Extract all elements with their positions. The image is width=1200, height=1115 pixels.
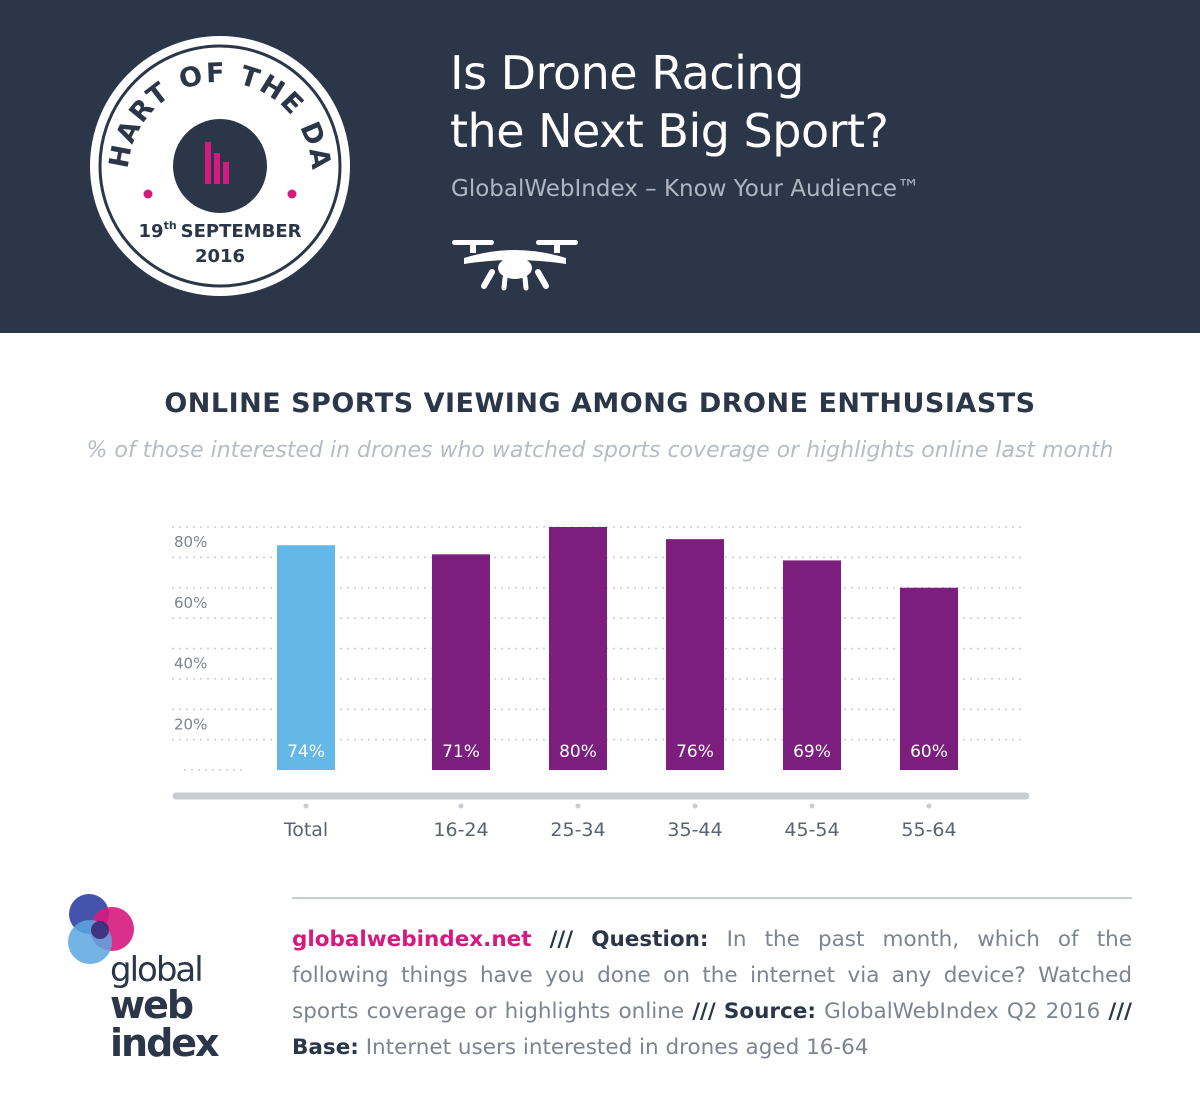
bar — [277, 545, 335, 770]
drone-icon — [452, 240, 578, 291]
x-tick — [809, 803, 815, 809]
logo-word-3: index — [110, 1021, 219, 1065]
question-text: In the past month, which of the followin… — [292, 927, 1132, 1024]
y-tick-label: 60% — [174, 594, 207, 612]
site-link[interactable]: globalwebindex.net — [292, 927, 532, 952]
bar-chart: 20% 40% 60% 80% 74% 71% 80% 76% 69% 60% Total 16-24… — [172, 526, 1030, 841]
x-tick-label: 25-34 — [550, 819, 605, 841]
x-tick-label: Total — [283, 819, 328, 841]
x-tick — [575, 803, 581, 809]
bar — [783, 560, 841, 770]
x-tick — [926, 803, 932, 809]
logo-word-1: global — [110, 950, 202, 990]
bar — [432, 554, 490, 770]
footer-divider — [292, 897, 1132, 899]
chart-subtitle: % of those interested in drones who watc… — [86, 438, 1114, 463]
badge-dot-left — [143, 189, 153, 199]
source-text: GlobalWebIndex Q2 2016 — [824, 999, 1101, 1024]
bar-value-label: 76% — [676, 742, 714, 762]
badge-year: 2016 — [195, 246, 245, 267]
bar-value-label: 69% — [793, 742, 831, 762]
globalwebindex-logo: global web index — [60, 892, 250, 1067]
bar — [666, 539, 724, 770]
x-tick — [692, 803, 698, 809]
x-tick — [458, 803, 464, 809]
x-tick-label: 16-24 — [433, 819, 488, 841]
title-line-1: Is Drone Racing — [450, 46, 804, 100]
bar — [900, 587, 958, 770]
x-tick-label: 45-54 — [784, 819, 839, 841]
bar-value-label: 80% — [559, 742, 597, 762]
y-tick-label: 80% — [174, 533, 207, 551]
x-tick — [303, 803, 309, 809]
base-label: Base: — [292, 1035, 359, 1060]
chart-title: ONLINE SPORTS VIEWING AMONG DRONE ENTHUS… — [164, 388, 1036, 419]
tagline: GlobalWebIndex – Know Your Audience™ — [451, 176, 921, 202]
bar — [549, 527, 607, 770]
page-title: Is Drone Racing the Next Big Sport? — [450, 44, 889, 160]
badge-date: 19th SEPTEMBER — [139, 219, 302, 242]
question-label: Question: — [591, 927, 709, 952]
base-text: Internet users interested in drones aged… — [365, 1035, 869, 1060]
x-tick-label: 35-44 — [667, 819, 722, 841]
x-tick-label: 55-64 — [901, 819, 956, 841]
title-line-2: the Next Big Sport? — [450, 104, 889, 158]
y-tick-label: 20% — [174, 715, 207, 733]
bar-value-label: 74% — [287, 742, 325, 762]
source-label: Source: — [723, 999, 816, 1024]
bar-value-label: 71% — [442, 742, 480, 762]
bar-value-label: 60% — [910, 742, 948, 762]
y-tick-label: 40% — [174, 655, 207, 673]
logo-word-2: web — [110, 983, 193, 1027]
badge-dot-right — [287, 189, 297, 199]
footer-notes: globalwebindex.net /// Question: In the … — [292, 922, 1132, 1066]
separator: /// — [1108, 999, 1132, 1024]
separator: /// — [692, 999, 716, 1024]
separator: /// — [549, 927, 574, 952]
bar-chart-icon — [205, 142, 229, 184]
